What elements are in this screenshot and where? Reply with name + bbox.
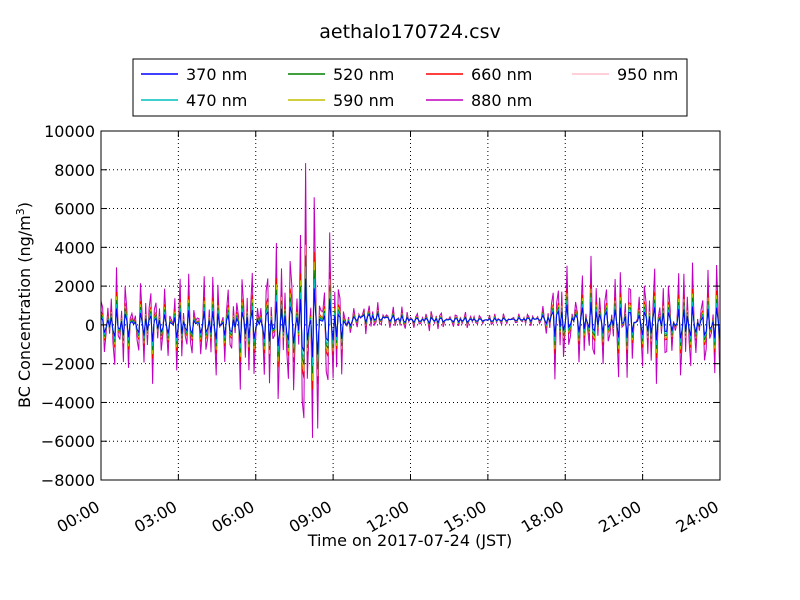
y-tick-label: 8000 [54, 161, 95, 180]
legend-frame [132, 58, 688, 117]
y-axis-label-superscript: 3 [14, 208, 27, 215]
y-axis-label-close: ) [15, 202, 34, 208]
y-axis-label: BC Concentration (ng/m3) [14, 202, 35, 408]
series-lines [101, 163, 720, 438]
y-tick-label: −2000 [41, 355, 95, 374]
y-tick-label: 2000 [54, 277, 95, 296]
legend-label: 880 nm [471, 91, 532, 110]
y-tick-label: −6000 [41, 432, 95, 451]
y-tick-label: 6000 [54, 200, 95, 219]
legend-label: 660 nm [471, 65, 532, 84]
legend-label: 950 nm [617, 65, 678, 84]
x-tick-label: 24:00 [673, 497, 722, 537]
x-tick-label: 03:00 [131, 497, 180, 537]
y-tick-label: 0 [85, 316, 95, 335]
y-axis: 10000 8000 6000 4000 2000 0 −2000 −4000 −6000 −80… [41, 122, 720, 490]
y-tick-label: −8000 [41, 471, 95, 490]
legend-label: 470 nm [186, 91, 247, 110]
x-tick-label: 06:00 [208, 497, 257, 537]
legend-label: 370 nm [186, 65, 247, 84]
series-line-370-nm [101, 278, 720, 358]
series-group [101, 163, 720, 438]
y-axis-label-main: BC Concentration (ng/m [15, 215, 34, 408]
x-axis-label: Time on 2017-07-24 (JST) [307, 531, 512, 550]
x-tick-label: 21:00 [595, 497, 644, 537]
x-tick-label: 00:00 [54, 497, 103, 537]
legend-label: 590 nm [333, 91, 394, 110]
series-line-880-nm [101, 163, 720, 438]
x-tick-label: 18:00 [518, 497, 567, 537]
y-tick-label: −4000 [41, 393, 95, 412]
chart-title: aethalo170724.csv [319, 21, 501, 43]
y-tick-label: 10000 [44, 122, 95, 141]
legend-label: 520 nm [333, 65, 394, 84]
legend: 370 nm 470 nm 520 nm 590 nm 660 nm 880 nm 950 … [132, 58, 688, 117]
y-tick-label: 4000 [54, 238, 95, 257]
grid [101, 131, 720, 480]
